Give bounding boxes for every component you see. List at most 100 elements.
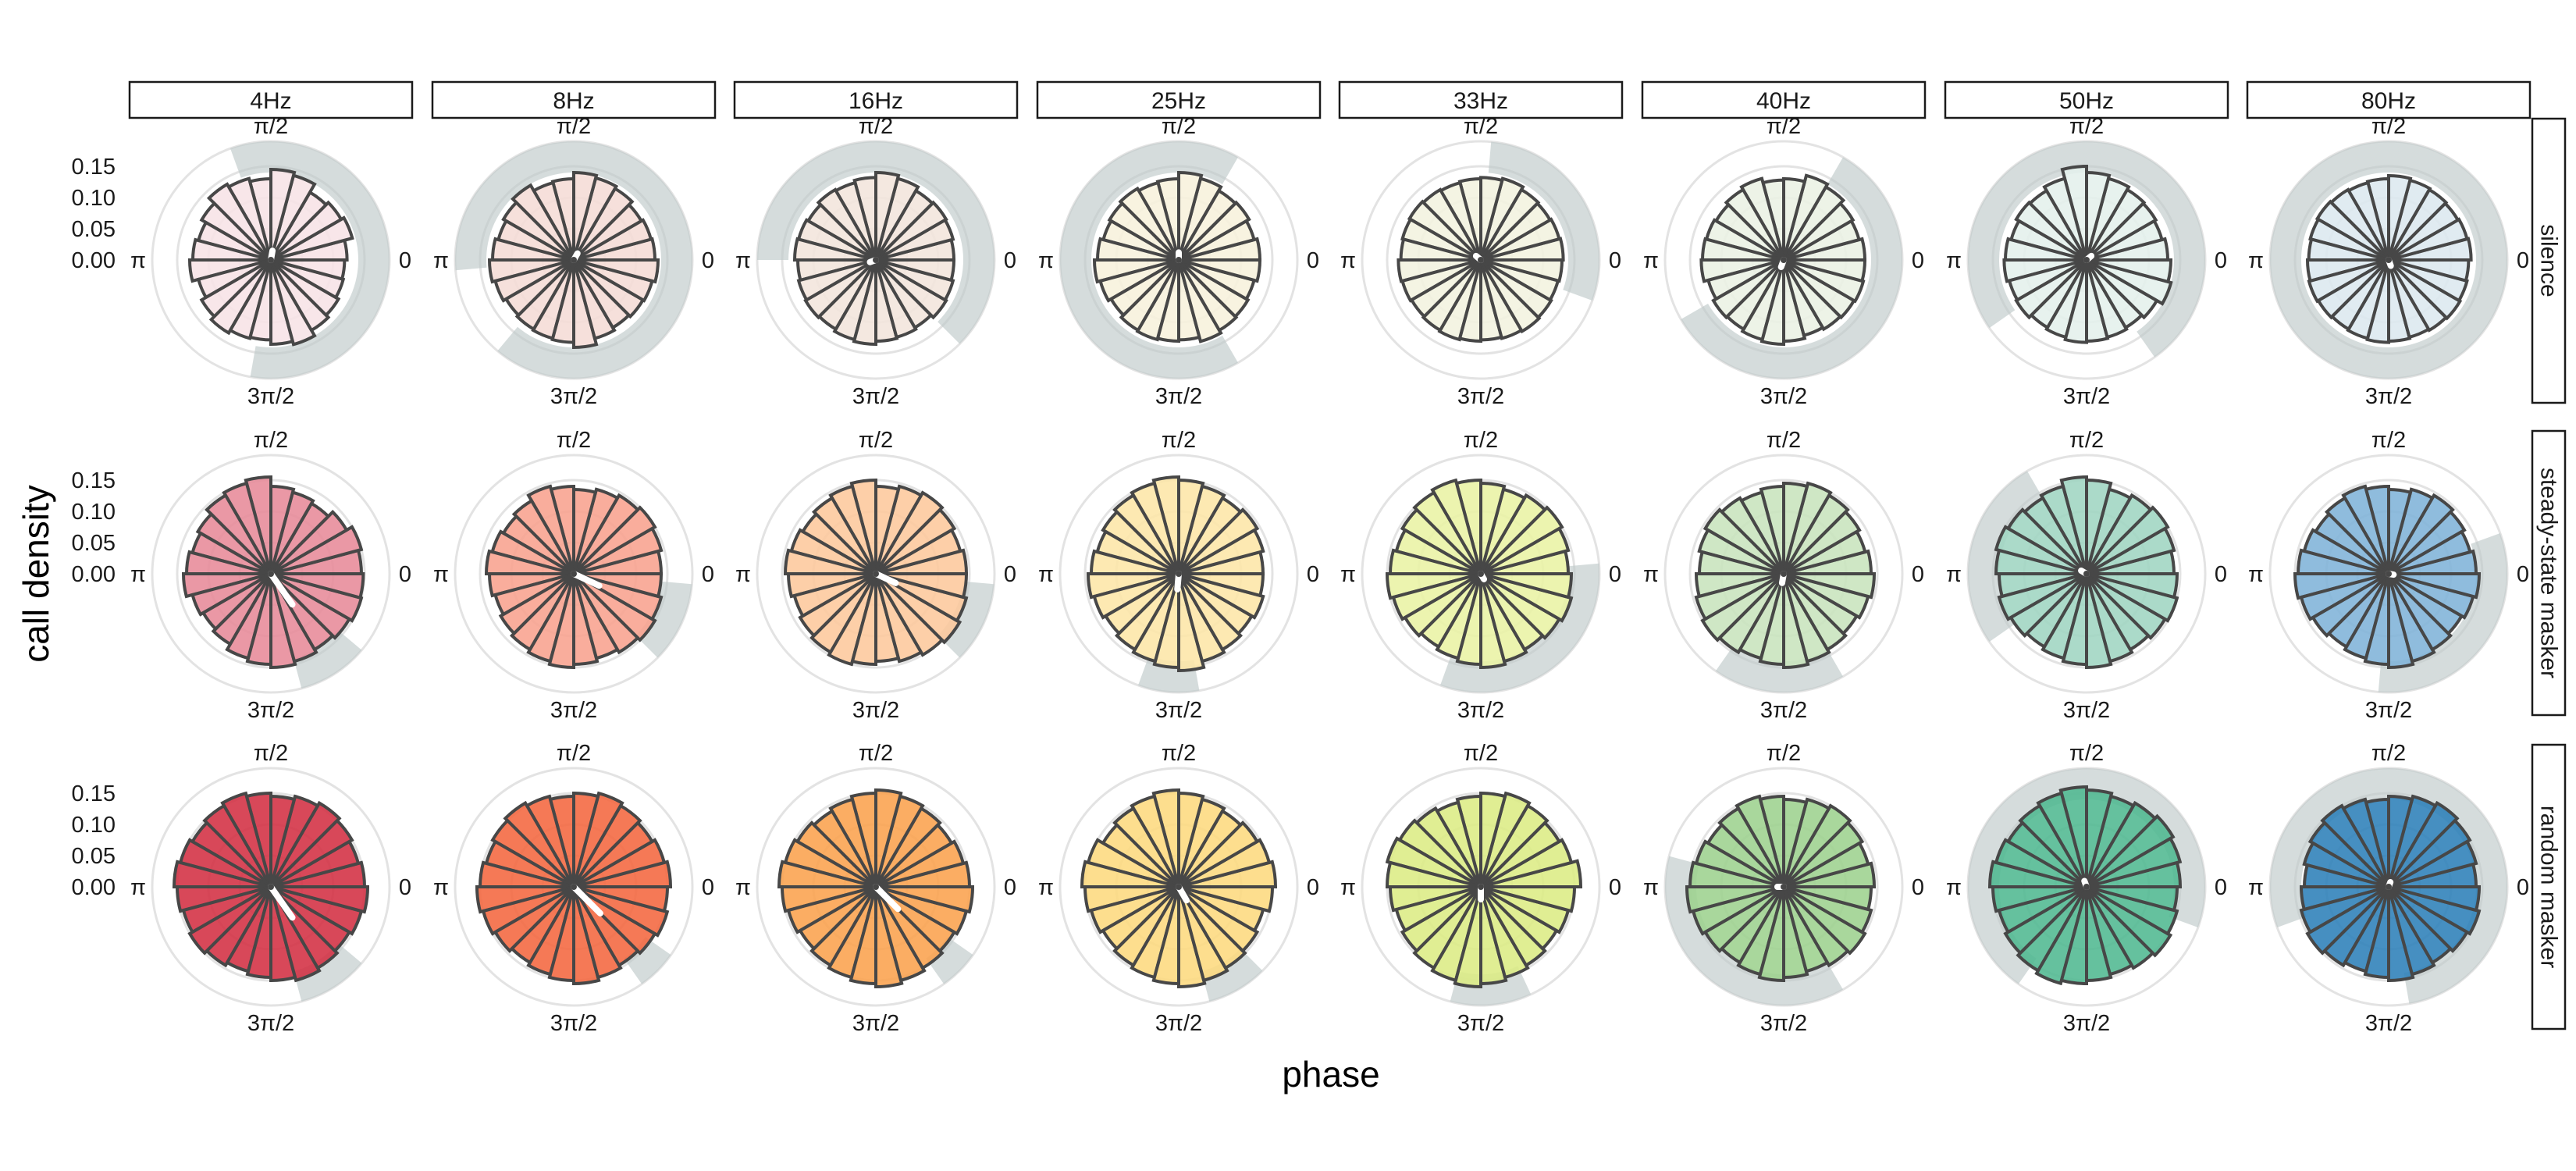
strip-row-label: silence: [2536, 224, 2562, 297]
grid-circle-outer: [151, 767, 391, 1007]
bar: [816, 187, 877, 262]
strip-col-7: 50Hz: [1944, 80, 2229, 119]
bar: [2008, 572, 2088, 639]
mean-vector: [268, 884, 296, 921]
ci-arc: [1488, 141, 1599, 301]
panel-2-5: 0 π/2 π 3π/2: [1340, 428, 1621, 723]
y-tick-label: 0.15: [72, 155, 116, 180]
angle-label: 3π/2: [1155, 1011, 1202, 1036]
ci-arc: [230, 141, 390, 379]
bar: [1479, 885, 1547, 968]
angle-label: π: [1340, 875, 1356, 900]
angle-label: π/2: [1767, 114, 1801, 139]
angle-label: 3π/2: [2365, 384, 2412, 409]
ci-arc: [635, 581, 692, 658]
angle-label: 3π/2: [2063, 698, 2110, 723]
angle-label: π: [1643, 875, 1659, 900]
panel-1-5: 0 π/2 π 3π/2: [1340, 114, 1621, 409]
bar: [1118, 186, 1180, 262]
bar: [2387, 800, 2460, 888]
angle-label: π/2: [1767, 741, 1801, 766]
bar: [269, 800, 342, 888]
strip-col-label: 50Hz: [2059, 88, 2114, 114]
y-tick-label: 0.10: [72, 500, 116, 525]
bar: [1112, 806, 1180, 888]
y-tick-label: 0.05: [72, 217, 116, 242]
bar: [1412, 490, 1482, 575]
bar: [874, 258, 955, 302]
grid-circle-outer: [1059, 767, 1299, 1007]
bar: [269, 258, 341, 318]
angle-label: π: [433, 875, 449, 900]
strip-col-box: [1036, 80, 1322, 119]
angle-label: π: [1643, 562, 1659, 587]
bar: [811, 496, 877, 575]
panel-1-1: 0 π/2 π 3π/2: [130, 114, 411, 409]
bar: [1177, 820, 1260, 888]
strip-col-2: 8Hz: [431, 80, 717, 119]
bar: [2018, 803, 2088, 888]
bar: [1385, 860, 1482, 888]
bar: [1717, 806, 1785, 888]
center-hub: [1781, 884, 1787, 890]
bar: [187, 885, 272, 956]
bar: [2085, 813, 2176, 888]
y-axis-row-1: 0.00 0.05 0.10 0.15: [72, 155, 116, 273]
angle-label: π/2: [1767, 428, 1801, 453]
angle-label: π/2: [2371, 114, 2406, 139]
bar: [511, 183, 575, 262]
panel-2-1: 0 π/2 π 3π/2: [130, 428, 411, 723]
angle-label: 3π/2: [852, 698, 899, 723]
panel-3-2: 0 π/2 π 3π/2: [433, 741, 714, 1036]
angle-label: π/2: [2371, 428, 2406, 453]
angle-label: 0: [702, 562, 714, 587]
bar: [1782, 481, 1833, 575]
panel-3-5: 0 π/2 π 3π/2: [1340, 741, 1621, 1036]
y-tick-label: 0.00: [72, 562, 116, 587]
strip-col-label: 8Hz: [553, 88, 594, 114]
bar: [2086, 572, 2179, 600]
bar: [1703, 507, 1785, 575]
y-tick-label: 0.15: [72, 468, 116, 493]
angle-label: π/2: [1162, 428, 1196, 453]
bar: [511, 498, 575, 575]
angle-label: π/2: [1162, 114, 1196, 139]
angle-label: π: [130, 562, 146, 587]
bar: [572, 885, 670, 938]
bar: [172, 860, 272, 888]
bar: [2387, 572, 2453, 652]
bar: [2324, 496, 2390, 575]
panel-2-4: 0 π/2 π 3π/2: [1038, 428, 1319, 723]
angle-label: π/2: [1464, 741, 1498, 766]
angle-label: π/2: [859, 741, 893, 766]
strip-row-label: steady-state masker: [2536, 468, 2562, 678]
bar: [1177, 885, 1260, 953]
bar: [1783, 572, 1877, 600]
row-strips: silence steady-state masker random masker: [2531, 117, 2567, 1030]
center-hub: [1176, 571, 1182, 577]
panel-2-2: 0 π/2 π 3π/2: [433, 428, 714, 723]
bar: [1782, 797, 1831, 888]
bar: [1112, 493, 1180, 575]
center-hub: [2083, 257, 2090, 263]
bar: [874, 572, 969, 623]
bar: [573, 572, 664, 599]
bar: [2387, 794, 2438, 888]
y-tick-label: 0.00: [72, 875, 116, 900]
angle-label: 3π/2: [550, 698, 597, 723]
angle-label: 3π/2: [1760, 384, 1807, 409]
panel-3-4: 0 π/2 π 3π/2: [1038, 741, 1319, 1036]
center-hub: [873, 571, 879, 577]
center-hub: [873, 884, 879, 890]
bar: [2014, 200, 2088, 262]
bar: [270, 572, 365, 600]
bar: [1101, 509, 1180, 575]
angle-label: 0: [1307, 248, 1319, 273]
angle-label: 0: [2517, 562, 2529, 587]
bar: [1987, 860, 2087, 888]
panels: 0 π/2 π 3π/2 0 π/2 π 3π/2 0 π/2 π 3π/2 0 π/2 π 3π/2 0 π/2…: [130, 114, 2529, 1036]
angle-label: 0: [2517, 248, 2529, 273]
ci-arc: [938, 581, 994, 658]
mean-vector: [873, 571, 899, 586]
bar: [1782, 173, 1830, 261]
